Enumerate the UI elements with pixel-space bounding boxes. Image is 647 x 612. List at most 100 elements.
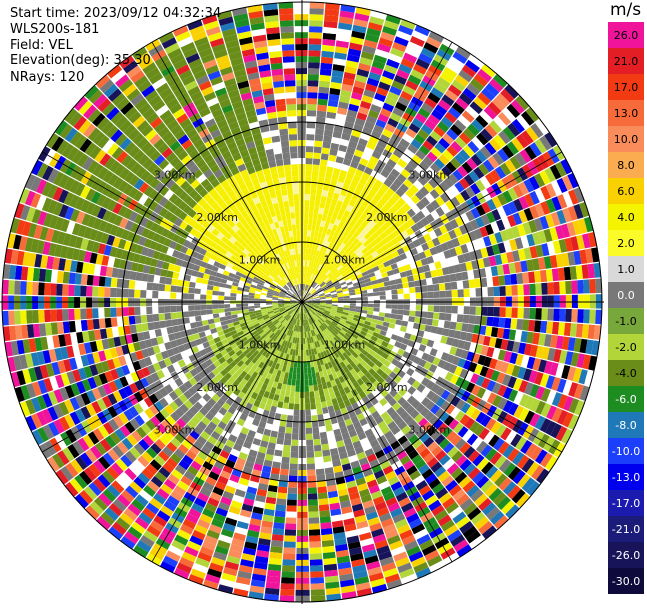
- gate-cell: [319, 390, 325, 397]
- gate-cell: [380, 304, 386, 308]
- gate-cell: [392, 294, 398, 299]
- gate-cell: [311, 182, 317, 189]
- gate-cell: [317, 111, 327, 118]
- gate-cell: [164, 292, 170, 299]
- gate-cell: [461, 323, 468, 332]
- gate-cell: [314, 140, 322, 147]
- gate-cell: [307, 481, 316, 487]
- gate-cell: [313, 213, 318, 220]
- gate-cell: [111, 317, 118, 327]
- gate-cell: [492, 276, 499, 286]
- gate-cell: [98, 287, 104, 297]
- gate-cell: [270, 546, 283, 553]
- gate-cell: [458, 289, 464, 297]
- gate-cell: [128, 289, 134, 298]
- gate-cell: [309, 32, 322, 39]
- gate-cell: [368, 296, 374, 300]
- gate-cell: [291, 440, 298, 446]
- gate-cell: [63, 321, 70, 333]
- gate-cell: [320, 395, 326, 402]
- gate-cell: [307, 92, 317, 98]
- gate-cell: [319, 165, 326, 172]
- gate-cell: [195, 283, 202, 289]
- gate-cell: [200, 289, 206, 294]
- gate-cell: [307, 367, 311, 373]
- gate-cell: [318, 93, 329, 100]
- gate-cell: [362, 307, 368, 311]
- gate-cell: [451, 314, 458, 322]
- gate-cell: [401, 321, 408, 327]
- gate-cell: [321, 196, 327, 203]
- gate-cell: [307, 458, 315, 464]
- gate-cell: [308, 80, 319, 87]
- gate-cell: [492, 317, 499, 327]
- gate-cell: [81, 320, 88, 331]
- gate-cell: [278, 487, 288, 494]
- gate-cell: [295, 44, 307, 50]
- gate-cell: [522, 319, 529, 330]
- gate-cell: [589, 279, 596, 293]
- gate-cell: [312, 427, 319, 434]
- gate-cell: [318, 384, 323, 391]
- gate-cell: [305, 404, 310, 410]
- gate-cell: [554, 295, 560, 307]
- gate-cell: [402, 315, 409, 321]
- gate-cell: [318, 87, 329, 94]
- gate-cell: [75, 320, 82, 331]
- gate-cell: [304, 362, 307, 368]
- gate-cell: [135, 281, 142, 290]
- gate-cell: [110, 308, 116, 317]
- gate-cell: [322, 449, 330, 456]
- gate-cell: [560, 295, 566, 308]
- gate-cell: [319, 75, 330, 82]
- gate-cell: [314, 207, 319, 214]
- gate-cell: [565, 309, 572, 322]
- gate-cell: [350, 298, 356, 301]
- gate-cell: [62, 297, 68, 309]
- gate-cell: [306, 356, 309, 362]
- gate-cell: [392, 304, 398, 309]
- gate-cell: [427, 285, 434, 292]
- gate-cell: [505, 307, 511, 317]
- gate-cell: [308, 74, 319, 81]
- gate-cell: [190, 322, 197, 328]
- gate-cell: [309, 385, 314, 391]
- gate-cell: [32, 296, 38, 309]
- gate-cell: [200, 310, 206, 315]
- gate-cell: [426, 278, 433, 285]
- gate-cell: [306, 422, 312, 428]
- gate-cell: [385, 313, 392, 318]
- gate-cell: [317, 408, 323, 415]
- gate-cell: [206, 290, 212, 295]
- gate-cell: [309, 206, 314, 212]
- gate-cell: [305, 194, 310, 200]
- gate-cell: [373, 308, 379, 312]
- gate-cell: [313, 433, 320, 440]
- gate-cell: [286, 505, 296, 511]
- gate-cell: [517, 285, 524, 296]
- gate-cell: [170, 306, 176, 313]
- gate-cell: [422, 292, 428, 298]
- gate-cell: [434, 291, 440, 298]
- gate-cell: [398, 294, 404, 299]
- gate-cell: [74, 309, 81, 320]
- gate-cell: [159, 276, 166, 284]
- gate-cell: [317, 214, 322, 221]
- gate-cell: [304, 236, 307, 242]
- gate-cell: [397, 310, 403, 315]
- gate-cell: [299, 338, 301, 344]
- gate-cell: [439, 283, 446, 290]
- gate-cell: [305, 386, 310, 392]
- gate-cell: [224, 296, 230, 300]
- gate-cell: [309, 547, 321, 554]
- gate-cell: [213, 286, 220, 291]
- gate-cell: [281, 583, 295, 590]
- gate-cell: [404, 294, 410, 299]
- gate-cell: [277, 401, 283, 408]
- gate-cell: [69, 272, 76, 284]
- gate-cell: [214, 318, 221, 323]
- gate-cell: [224, 304, 230, 308]
- gate-cell: [427, 312, 434, 319]
- gate-cell: [452, 290, 458, 298]
- gate-cell: [206, 305, 212, 310]
